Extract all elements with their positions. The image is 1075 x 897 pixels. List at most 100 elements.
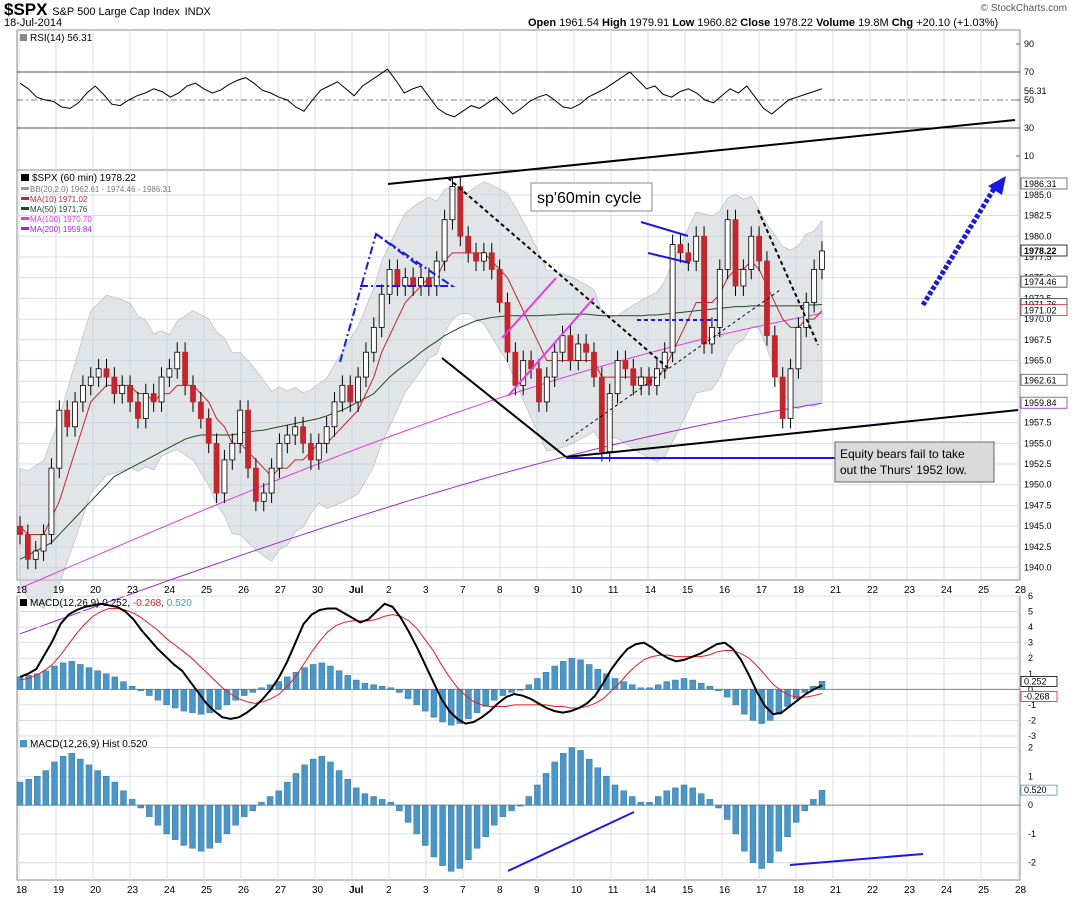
macd-hist-bar bbox=[378, 686, 386, 690]
macd-hist-bar bbox=[482, 689, 489, 707]
candle bbox=[142, 393, 149, 419]
candle bbox=[449, 186, 456, 221]
macd-tick-label: -2 bbox=[1028, 715, 1036, 725]
x-axis-label: 27 bbox=[275, 585, 287, 596]
hist-bar bbox=[672, 787, 679, 806]
candle bbox=[567, 335, 574, 361]
hist-tick-label: 2 bbox=[1028, 743, 1033, 753]
downtrend-line-left bbox=[441, 357, 567, 458]
hist-bar bbox=[301, 764, 308, 806]
hist-bar bbox=[172, 804, 179, 840]
hist-bar bbox=[344, 779, 351, 806]
macd-hist-bar bbox=[775, 689, 783, 715]
macd-title: MACD(12,26,9) 0.252, -0.268, 0.520 bbox=[30, 598, 192, 609]
hist-bar bbox=[292, 773, 300, 806]
signal-value-label: -0.268 bbox=[1024, 692, 1050, 702]
bollinger-band bbox=[19, 181, 823, 609]
macd-hist-bar bbox=[534, 678, 541, 690]
candle bbox=[308, 442, 314, 461]
price-label: 1962.61 bbox=[1024, 375, 1057, 385]
candle bbox=[284, 434, 291, 444]
blue-arrow-shaft bbox=[920, 185, 998, 307]
candle bbox=[764, 260, 770, 337]
macd-hist-bar bbox=[758, 689, 765, 724]
hist-bar bbox=[404, 804, 412, 823]
candle bbox=[166, 368, 173, 378]
candle bbox=[473, 252, 479, 262]
candle bbox=[32, 550, 39, 560]
macd-hist-bar bbox=[94, 670, 101, 690]
macd-hist-bar bbox=[258, 687, 265, 690]
candle bbox=[174, 351, 181, 370]
macd-hist-bar bbox=[706, 686, 714, 690]
hist-bar bbox=[715, 804, 722, 809]
hist-bar bbox=[568, 747, 576, 806]
hist-bar bbox=[689, 787, 696, 806]
macd-hist-bar bbox=[146, 689, 153, 696]
macd-hist-bar bbox=[646, 687, 653, 690]
price-label-box bbox=[1020, 244, 1068, 257]
price-tick-label: 1950.0 bbox=[1024, 480, 1052, 490]
macd-hist-bar bbox=[77, 664, 84, 690]
candle bbox=[583, 343, 590, 353]
price-tick-label: 1957.5 bbox=[1024, 418, 1052, 428]
ohlc-readout: Open 1961.54 High 1979.91 Low 1960.82 Cl… bbox=[528, 17, 998, 29]
candle bbox=[292, 426, 299, 436]
candle bbox=[370, 326, 377, 353]
note-box bbox=[834, 441, 995, 483]
hist-bar bbox=[396, 804, 403, 812]
hist-bar bbox=[741, 804, 748, 852]
macd-hist-bar bbox=[430, 689, 438, 718]
price-label: 1978.22 bbox=[1024, 246, 1057, 256]
candle bbox=[520, 360, 527, 386]
macd-tick-label: -3 bbox=[1028, 731, 1036, 741]
candle bbox=[323, 426, 330, 444]
macd-hist-bar bbox=[422, 689, 429, 712]
ma100-line bbox=[19, 312, 823, 589]
candle bbox=[48, 467, 55, 535]
x-axis-label: 18 bbox=[793, 585, 805, 596]
hist-bar bbox=[318, 755, 326, 806]
macd-hist-bar bbox=[353, 679, 360, 690]
macd-hist-bar bbox=[241, 689, 248, 696]
hist-bar bbox=[801, 804, 808, 812]
macd-tick-label: 3 bbox=[1028, 638, 1033, 648]
candle bbox=[72, 401, 78, 428]
x-axis-label: 19 bbox=[53, 585, 65, 596]
legend-swatch bbox=[21, 227, 29, 230]
x-axis-label-bottom: 19 bbox=[53, 885, 65, 896]
candle bbox=[551, 351, 558, 378]
hist-bar bbox=[491, 804, 498, 826]
hist-bar bbox=[525, 796, 532, 806]
x-axis-label-bottom: Jul bbox=[349, 885, 364, 896]
macd-hist-bar bbox=[784, 689, 791, 707]
ma50-line bbox=[19, 304, 823, 560]
blue-pennant-lower bbox=[647, 252, 691, 264]
candle bbox=[111, 376, 118, 395]
x-axis-label-bottom: 24 bbox=[164, 885, 176, 896]
x-axis-label: 8 bbox=[497, 585, 503, 596]
x-axis-label-bottom: 20 bbox=[90, 885, 102, 896]
price-tick-label: 1965.0 bbox=[1024, 356, 1052, 366]
candle bbox=[182, 351, 189, 386]
candle bbox=[779, 376, 786, 419]
x-axis-label: 11 bbox=[608, 585, 619, 596]
x-axis-label-bottom: 7 bbox=[460, 885, 466, 896]
x-axis-label-bottom: 23 bbox=[904, 885, 916, 896]
x-axis-label-bottom: 8 bbox=[497, 885, 503, 896]
macd-hist-bar bbox=[215, 689, 222, 710]
hist-bar bbox=[111, 781, 119, 806]
hist-bar bbox=[611, 784, 619, 806]
price-tick-label: 1977.5 bbox=[1024, 252, 1052, 262]
hist-bar bbox=[482, 804, 489, 837]
hist-bar bbox=[784, 804, 791, 837]
hist-bar bbox=[577, 750, 584, 806]
hist-bar bbox=[508, 804, 515, 812]
price-tick-label: 1945.0 bbox=[1024, 521, 1052, 531]
macd-hist-bar bbox=[370, 684, 377, 690]
cycle-label-box bbox=[530, 182, 653, 212]
candle bbox=[536, 368, 542, 403]
hist-bar bbox=[629, 796, 636, 806]
macd-tick-label: 5 bbox=[1028, 607, 1033, 617]
candle bbox=[638, 376, 645, 386]
